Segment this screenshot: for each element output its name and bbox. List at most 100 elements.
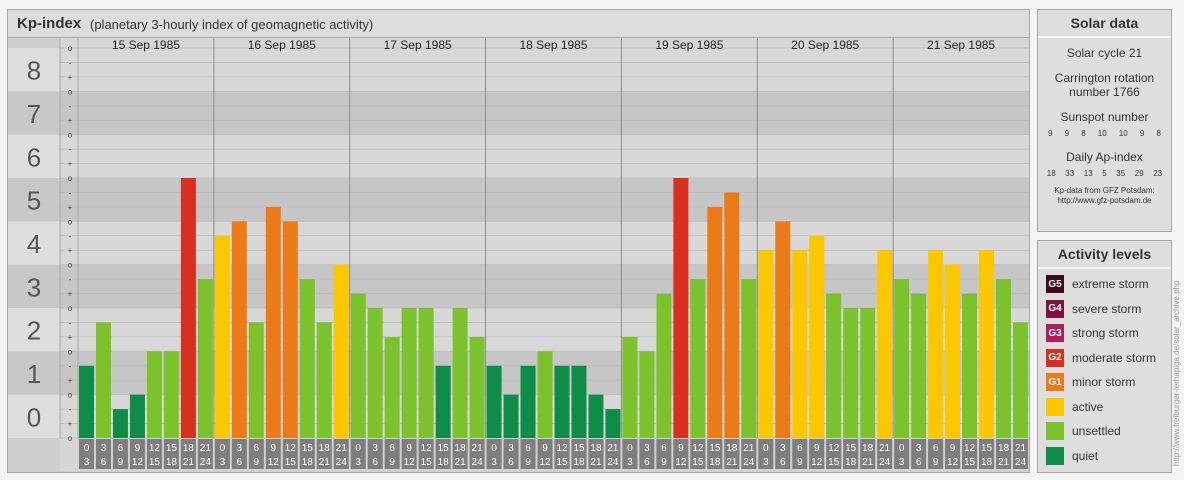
interval-end-label: 6 <box>916 457 922 468</box>
y-tick-label: 3 <box>27 272 41 302</box>
chart-subtitle: (planetary 3-hourly index of geomagnetic… <box>90 17 374 32</box>
interval-start-label: 9 <box>950 443 956 454</box>
interval-cell <box>418 439 434 469</box>
interval-cell <box>520 439 536 469</box>
sunspot-values: 9 9 8 10 10 9 8 <box>1038 129 1171 138</box>
minor-tick-label: o <box>68 304 73 313</box>
level-label: active <box>1072 399 1104 414</box>
interval-end-label: 21 <box>590 457 602 468</box>
interval-end-label: 12 <box>132 457 144 468</box>
kp-bar <box>401 308 417 438</box>
interval-end-label: 18 <box>438 457 450 468</box>
interval-end-label: 6 <box>101 457 107 468</box>
minor-tick-label: o <box>68 434 73 443</box>
interval-cell <box>197 439 213 469</box>
interval-start-label: 9 <box>406 443 412 454</box>
interval-cell <box>452 439 468 469</box>
interval-start-label: 9 <box>542 443 548 454</box>
kp-bar <box>843 308 859 438</box>
kp-bar <box>758 250 774 438</box>
kp-bar <box>112 409 128 438</box>
interval-cell <box>945 439 961 469</box>
interval-end-label: 3 <box>899 457 905 468</box>
carrington-line-2: number 1766 <box>1069 85 1140 99</box>
minor-tick-label: - <box>69 102 72 111</box>
kp-bar <box>503 394 519 438</box>
interval-start-label: 12 <box>149 443 161 454</box>
minor-tick-label: + <box>68 116 73 125</box>
interval-end-label: 9 <box>525 457 531 468</box>
interval-end-label: 6 <box>237 457 243 468</box>
interval-start-label: 3 <box>644 443 650 454</box>
y-label-band <box>8 221 60 265</box>
interval-end-label: 18 <box>981 457 993 468</box>
minor-tick-label: + <box>68 160 73 169</box>
interval-start-label: 18 <box>319 443 331 454</box>
sunspot-label: Sunspot number <box>1060 110 1149 124</box>
kp-bar <box>282 221 298 438</box>
minor-tick-label: - <box>69 145 72 154</box>
kp-bar <box>605 409 621 438</box>
minor-tick-label: + <box>68 73 73 82</box>
interval-end-label: 6 <box>780 457 786 468</box>
y-tick-label: 1 <box>27 359 41 389</box>
interval-end-label: 12 <box>404 457 416 468</box>
interval-start-label: 21 <box>607 443 619 454</box>
level-label: unsettled <box>1072 424 1121 438</box>
interval-start-label: 21 <box>743 443 755 454</box>
interval-cell <box>367 439 383 469</box>
levels-panel-title: Activity levels <box>1038 241 1171 269</box>
kp-bar <box>792 250 808 438</box>
interval-start-label: 3 <box>508 443 514 454</box>
interval-cell <box>486 439 502 469</box>
interval-end-label: 21 <box>998 457 1010 468</box>
interval-start-label: 21 <box>1015 443 1027 454</box>
kp-bar <box>333 264 349 438</box>
level-label: strong storm <box>1072 326 1139 340</box>
kp-bar <box>554 365 570 438</box>
minor-tick-label: + <box>68 246 73 255</box>
ap-value-3: 13 <box>1083 169 1093 178</box>
interval-cell <box>690 439 706 469</box>
interval-start-label: 3 <box>780 443 786 454</box>
chart-title-bar: Kp-index (planetary 3-hourly index of ge… <box>8 10 1029 38</box>
kp-bar <box>894 279 910 438</box>
kp-bar <box>962 293 978 438</box>
kp-bar <box>265 206 281 438</box>
kp-bar <box>622 336 638 438</box>
interval-start-label: 15 <box>166 443 178 454</box>
interval-start-label: 15 <box>573 443 585 454</box>
interval-end-label: 15 <box>149 457 161 468</box>
minor-tick-label: o <box>68 261 73 270</box>
interval-cell <box>248 439 264 469</box>
y-label-band <box>8 134 60 178</box>
interval-cell <box>639 439 655 469</box>
minor-tick-label: - <box>69 188 72 197</box>
minor-tick-label: - <box>69 58 72 67</box>
y-tick-label: 9 <box>27 38 41 42</box>
sunspot-value-1: 9 <box>1048 129 1053 138</box>
level-swatch <box>1046 422 1064 440</box>
interval-end-label: 9 <box>254 457 260 468</box>
interval-end-label: 12 <box>947 457 959 468</box>
kp-bar <box>928 250 944 438</box>
interval-cell <box>741 439 757 469</box>
interval-cell <box>299 439 315 469</box>
kp-bar <box>367 308 383 438</box>
level-label: extreme storm <box>1072 277 1149 291</box>
interval-end-label: 24 <box>607 457 619 468</box>
interval-cell <box>656 439 672 469</box>
interval-end-label: 24 <box>200 457 212 468</box>
interval-end-label: 9 <box>797 457 803 468</box>
kp-bar <box>775 221 791 438</box>
interval-start-label: 18 <box>998 443 1010 454</box>
interval-end-label: 24 <box>336 457 348 468</box>
level-item-strong-storm: G3 strong storm <box>1046 324 1139 342</box>
interval-end-label: 18 <box>573 457 585 468</box>
minor-tick-label: - <box>69 275 72 284</box>
interval-cell <box>435 439 451 469</box>
day-label: 20 Sep 1985 <box>791 38 859 52</box>
interval-start-label: 18 <box>726 443 738 454</box>
interval-start-label: 15 <box>438 443 450 454</box>
interval-start-label: 0 <box>84 443 90 454</box>
